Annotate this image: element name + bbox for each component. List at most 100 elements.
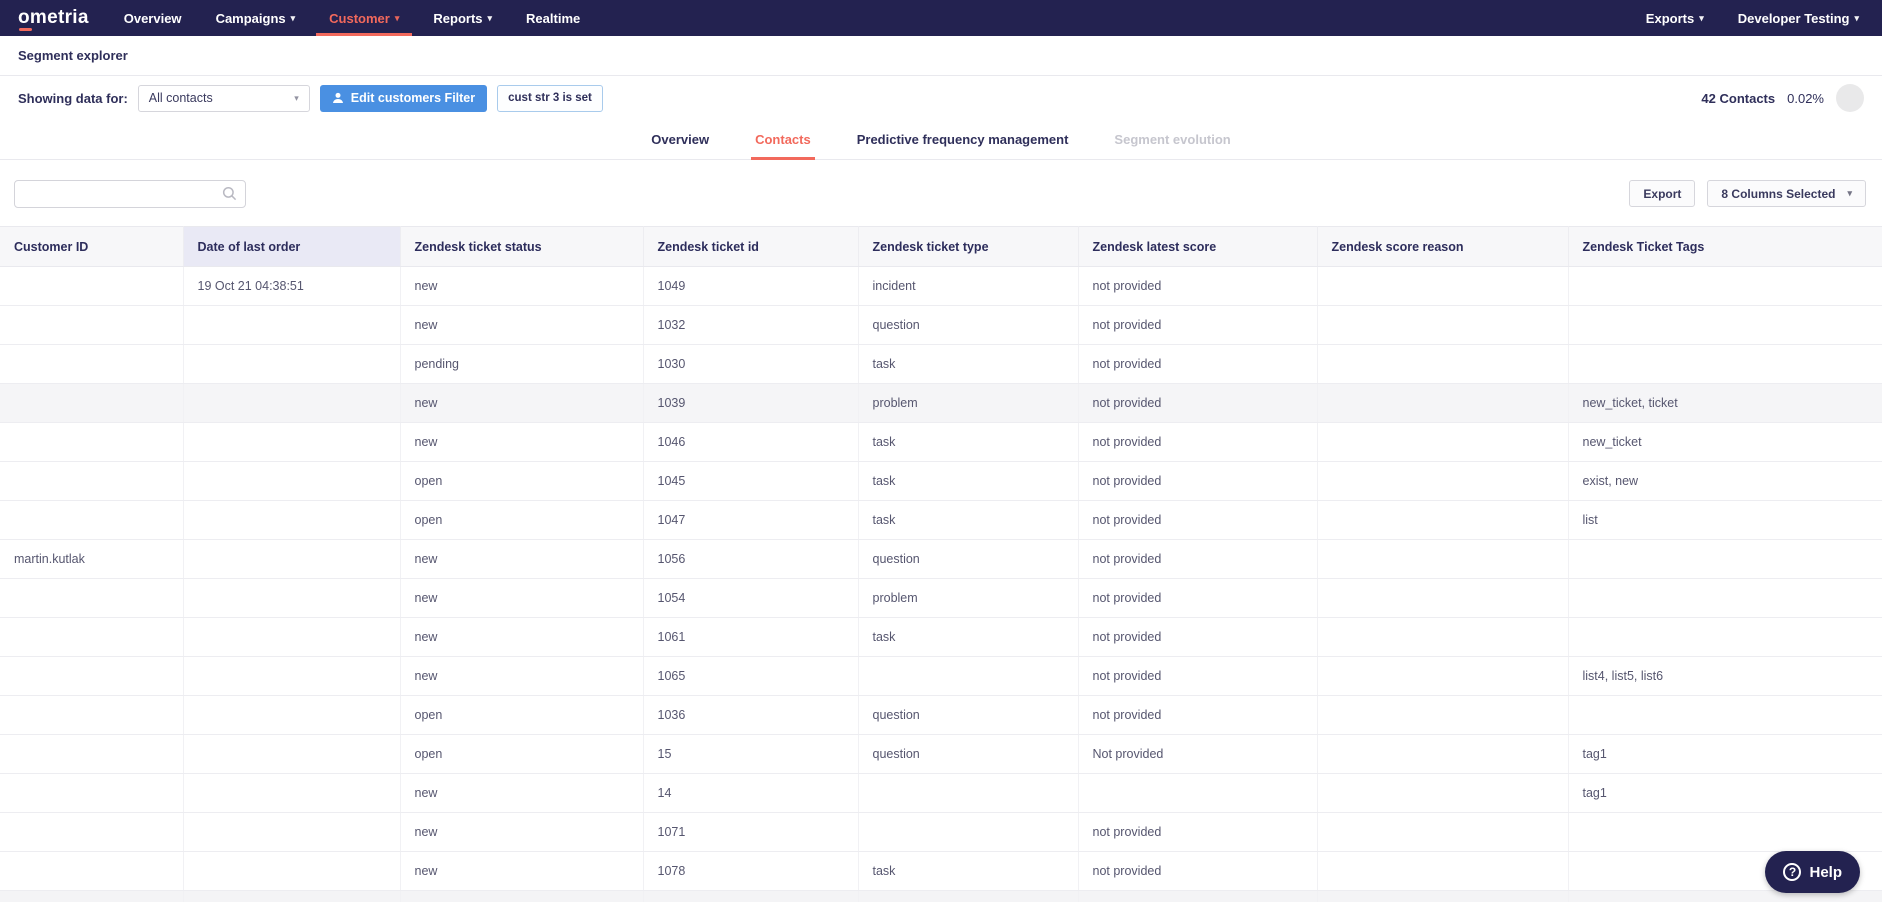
table-row[interactable]: new 14 tag1 (0, 773, 1882, 813)
table-cell: new (400, 266, 644, 306)
column-header-zendesk-latest-score[interactable]: Zendesk latest score (1078, 226, 1318, 267)
table-cell (1568, 344, 1882, 384)
column-header-zendesk-ticket-tags[interactable]: Zendesk Ticket Tags (1568, 226, 1882, 267)
nav-item-overview[interactable]: Overview (107, 0, 199, 36)
table-row[interactable]: open 1047 task not provided list (0, 500, 1882, 540)
nav-item-exports[interactable]: Exports ▾ (1629, 0, 1721, 36)
columns-selected-label: 8 Columns Selected (1721, 186, 1836, 201)
column-header-customer-id[interactable]: Customer ID (0, 226, 184, 267)
table-row[interactable]: 19 Oct 21 04:38:51 new 1049 incident not pro… (0, 266, 1882, 306)
contacts-table: Customer ID Date of last order Zendesk tic… (0, 226, 1882, 902)
table-cell (1317, 734, 1569, 774)
table-row[interactable]: martin.kutlak new 1056 question not provided (0, 539, 1882, 579)
nav-left: ometria Overview Campaigns ▾ Customer ▾ Repor… (18, 0, 597, 36)
table-cell: 1045 (643, 461, 859, 501)
tab-predictive-frequency-management[interactable]: Predictive frequency management (856, 132, 1069, 147)
help-button-label: Help (1809, 863, 1842, 881)
table-cell (183, 305, 401, 345)
columns-selected-dropdown[interactable]: 8 Columns Selected ▾ (1707, 180, 1866, 207)
table-cell: new (400, 773, 644, 813)
page-title: Segment explorer (18, 48, 128, 63)
search-icon (222, 186, 237, 201)
table-cell: not provided (1078, 812, 1318, 852)
table-cell: 1036 (643, 695, 859, 735)
segment-select[interactable]: All contacts ▾ (137, 84, 310, 112)
table-row[interactable]: new 1065 not provided list4, list5, list6 (0, 656, 1882, 696)
table-cell (0, 773, 184, 813)
table-cell (1317, 461, 1569, 501)
table-cell (1317, 344, 1569, 384)
chevron-down-icon: ▾ (1854, 12, 1859, 23)
table-cell: question (858, 695, 1079, 735)
table-cell: not provided (1078, 695, 1318, 735)
table-cell: new_ticket (1568, 422, 1882, 462)
column-header-zendesk-ticket-status[interactable]: Zendesk ticket status (400, 226, 644, 267)
segment-percentage-donut (1836, 84, 1864, 112)
table-row[interactable]: new 1071 not provided (0, 812, 1882, 852)
nav-item-realtime[interactable]: Realtime (509, 0, 597, 36)
nav-item-developer-testing[interactable]: Developer Testing ▾ (1721, 0, 1876, 36)
table-row[interactable]: pending 1030 task not provided (0, 344, 1882, 384)
column-header-zendesk-ticket-id[interactable]: Zendesk ticket id (643, 226, 859, 267)
table-row[interactable]: open 1045 task not provided exist, new (0, 461, 1882, 501)
tab-overview[interactable]: Overview (651, 132, 710, 147)
contacts-count: 42 Contacts (1701, 90, 1776, 106)
table-cell: task (858, 617, 1079, 657)
table-cell: 1054 (643, 578, 859, 618)
nav-item-reports[interactable]: Reports ▾ (416, 0, 509, 36)
table-row[interactable]: open 1036 question not provided (0, 695, 1882, 735)
tab-contacts[interactable]: Contacts (751, 120, 815, 160)
table-cell: task (858, 500, 1079, 540)
table-row[interactable]: new 1039 problem not provided new_ticket, ti… (0, 383, 1882, 423)
table-cell (1317, 500, 1569, 540)
filter-condition-label: cust str 3 is set (508, 92, 592, 104)
ometria-logo[interactable]: ometria (18, 0, 89, 36)
table-cell: 1056 (643, 539, 859, 579)
table-cell (1317, 578, 1569, 618)
search-input[interactable] (14, 180, 246, 208)
table-row[interactable]: new 1054 problem not provided (0, 578, 1882, 618)
table-cell: open (400, 695, 644, 735)
table-cell (1317, 695, 1569, 735)
table-cell: 15 (643, 734, 859, 774)
table-cell: new (400, 656, 644, 696)
table-cell (1317, 890, 1569, 902)
question-mark-icon: ? (1783, 863, 1802, 881)
table-cell (1317, 812, 1569, 852)
table-row[interactable]: new 1032 question not provided (0, 305, 1882, 345)
table-cell: 1039 (643, 383, 859, 423)
table-cell (1317, 266, 1569, 306)
column-header-zendesk-ticket-type[interactable]: Zendesk ticket type (858, 226, 1079, 267)
help-button[interactable]: ? Help (1765, 851, 1860, 893)
table-row-partial[interactable] (0, 890, 1882, 902)
nav-item-customer[interactable]: Customer ▾ (312, 0, 416, 36)
table-cell (1568, 890, 1882, 902)
table-cell: question (858, 305, 1079, 345)
filter-condition-chip[interactable]: cust str 3 is set (497, 84, 603, 112)
chevron-down-icon: ▾ (394, 12, 400, 23)
column-header-zendesk-score-reason[interactable]: Zendesk score reason (1317, 226, 1569, 267)
table-cell (1078, 890, 1318, 902)
table-cell: list4, list5, list6 (1568, 656, 1882, 696)
edit-customers-filter-button[interactable]: Edit customers Filter (319, 84, 488, 112)
table-row[interactable]: open 15 question Not provided tag1 (0, 734, 1882, 774)
table-cell: problem (858, 383, 1079, 423)
table-cell (0, 500, 184, 540)
table-cell (183, 500, 401, 540)
table-cell (1317, 539, 1569, 579)
table-cell: new (400, 383, 644, 423)
segment-select-value: All contacts (148, 91, 213, 105)
nav-item-campaigns[interactable]: Campaigns ▾ (199, 0, 313, 36)
table-row[interactable]: new 1061 task not provided (0, 617, 1882, 657)
table-row[interactable]: new 1046 task not provided new_ticket (0, 422, 1882, 462)
table-cell: 1047 (643, 500, 859, 540)
table-cell: new (400, 305, 644, 345)
table-cell: new (400, 578, 644, 618)
table-cell (858, 812, 1079, 852)
showing-data-for-label: Showing data for: (18, 90, 128, 106)
chevron-down-icon: ▾ (487, 12, 493, 23)
table-cell (0, 656, 184, 696)
table-row[interactable]: new 1078 task not provided (0, 851, 1882, 891)
export-button[interactable]: Export (1629, 180, 1696, 207)
column-header-date-of-last-order[interactable]: Date of last order (183, 226, 401, 267)
